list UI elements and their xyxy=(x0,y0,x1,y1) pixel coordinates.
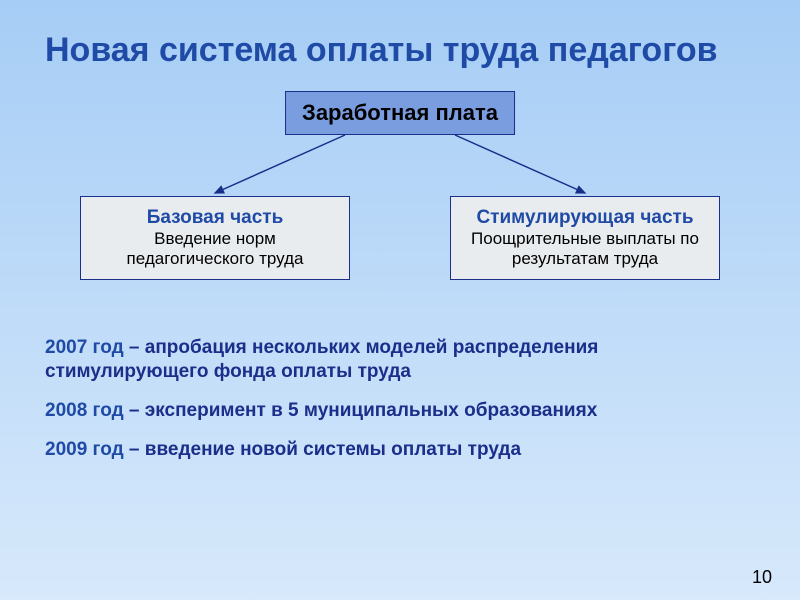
edge-right xyxy=(455,135,585,193)
timeline: 2007 год – апробация нескольких моделей … xyxy=(45,336,755,463)
root-box: Заработная плата xyxy=(285,91,515,135)
page-number: 10 xyxy=(752,567,772,588)
timeline-item: 2007 год – апробация нескольких моделей … xyxy=(45,336,755,385)
edge-left xyxy=(215,135,345,193)
slide: Новая система оплаты труда педагогов Зар… xyxy=(0,0,800,600)
year: 2007 год xyxy=(45,337,124,358)
year: 2008 год xyxy=(45,400,124,421)
child-subtitle: Поощрительные выплаты по результатам тру… xyxy=(463,229,707,269)
timeline-item: 2009 год – введение новой системы оплаты… xyxy=(45,438,755,463)
year: 2009 год xyxy=(45,439,124,460)
timeline-item: 2008 год – эксперимент в 5 муниципальных… xyxy=(45,399,755,424)
diagram: Заработная плата Базовая часть Введение … xyxy=(45,91,755,311)
child-subtitle: Введение норм педагогического труда xyxy=(93,229,337,269)
root-label: Заработная плата xyxy=(302,100,498,125)
child-box-left: Базовая часть Введение норм педагогическ… xyxy=(80,196,350,280)
desc: – апробация нескольких моделей распредел… xyxy=(45,337,598,383)
child-title: Базовая часть xyxy=(93,207,337,229)
child-title: Стимулирующая часть xyxy=(463,207,707,229)
desc: – введение новой системы оплаты труда xyxy=(124,439,521,460)
child-box-right: Стимулирующая часть Поощрительные выплат… xyxy=(450,196,720,280)
desc: – эксперимент в 5 муниципальных образова… xyxy=(124,400,598,421)
slide-title: Новая система оплаты труда педагогов xyxy=(45,30,755,71)
